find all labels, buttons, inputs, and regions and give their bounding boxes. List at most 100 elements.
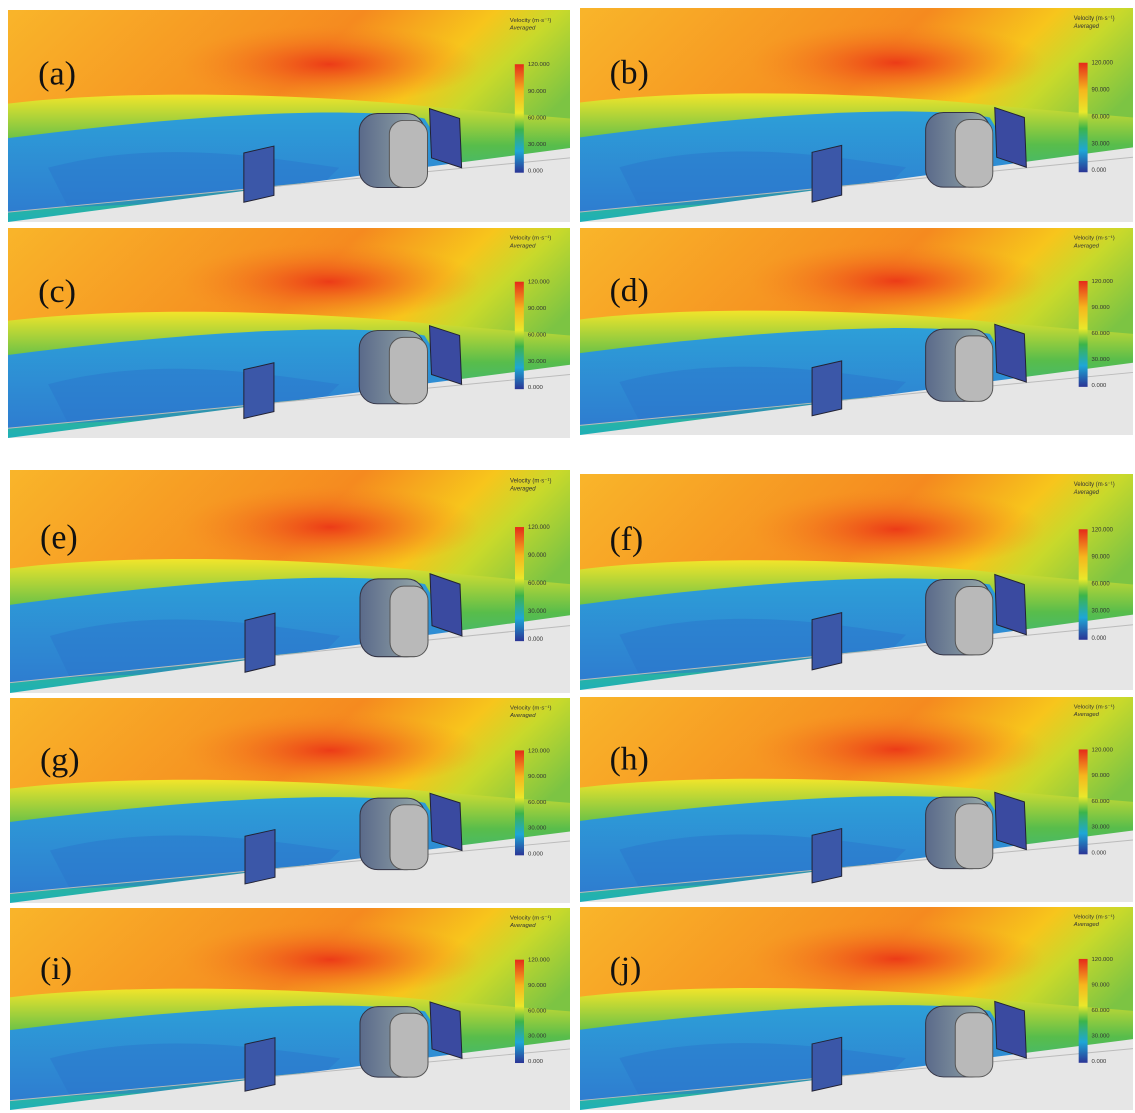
legend-tick: 30.000 bbox=[1092, 141, 1111, 147]
panel: (i) Velocity (m·s⁻¹) Averaged 120.000 90.000… bbox=[10, 908, 570, 1110]
velocity-field bbox=[10, 470, 570, 693]
legend-tick: 30.000 bbox=[528, 359, 547, 365]
legend-tick: 60.000 bbox=[528, 1008, 546, 1014]
legend-tick: 90.000 bbox=[528, 306, 547, 312]
legend-subtitle: Averaged bbox=[509, 923, 536, 929]
legend-tick: 120.000 bbox=[1092, 61, 1114, 67]
legend-tick: 120.000 bbox=[1092, 527, 1114, 533]
legend-subtitle: Averaged bbox=[509, 713, 536, 719]
velocity-field bbox=[580, 8, 1133, 222]
legend-tick: 30.000 bbox=[528, 142, 547, 148]
legend-tick: 60.000 bbox=[528, 800, 547, 806]
legend-tick: 120.000 bbox=[1092, 279, 1114, 285]
legend-tick: 120.000 bbox=[1092, 957, 1113, 963]
legend-tick: 0.000 bbox=[528, 169, 544, 175]
velocity-field bbox=[580, 228, 1133, 435]
panel: (c) Velocity (m·s⁻¹) Averaged 120.000 90.000… bbox=[8, 228, 570, 438]
legend-tick: 0.000 bbox=[1092, 850, 1107, 856]
legend-tick: 120.000 bbox=[528, 280, 550, 286]
legend-title: Velocity (m·s⁻¹) bbox=[1074, 914, 1115, 920]
legend-tick: 90.000 bbox=[1092, 773, 1110, 779]
legend-subtitle: Averaged bbox=[1073, 712, 1100, 718]
legend-tick: 90.000 bbox=[1092, 305, 1111, 311]
velocity-field bbox=[580, 474, 1133, 690]
legend-tick: 90.000 bbox=[1092, 982, 1110, 988]
panel: (e) Velocity (m·s⁻¹) Averaged 120.000 90.000… bbox=[10, 470, 570, 693]
legend-tick: 90.000 bbox=[528, 89, 547, 95]
panel-label: (c) bbox=[38, 273, 76, 309]
legend-title: Velocity (m·s⁻¹) bbox=[510, 706, 552, 712]
legend-tick: 60.000 bbox=[1092, 1008, 1110, 1014]
legend-tick: 0.000 bbox=[1092, 168, 1107, 174]
legend-tick: 30.000 bbox=[1092, 609, 1111, 615]
velocity-field bbox=[580, 697, 1133, 902]
legend-tick: 30.000 bbox=[1092, 1033, 1110, 1039]
legend-tick: 0.000 bbox=[1092, 383, 1108, 389]
panel-label: (e) bbox=[40, 518, 78, 557]
legend-tick: 120.000 bbox=[1092, 747, 1113, 753]
legend-tick: 60.000 bbox=[1092, 331, 1111, 337]
legend-tick: 60.000 bbox=[528, 332, 547, 338]
panel-label: (d) bbox=[610, 272, 649, 309]
panel-label: (a) bbox=[38, 56, 76, 93]
legend-tick: 90.000 bbox=[528, 552, 547, 559]
panel: (g) Velocity (m·s⁻¹)Averaged 120.000 90.000… bbox=[10, 698, 570, 903]
panel-label: (f) bbox=[610, 521, 644, 558]
legend-tick: 60.000 bbox=[528, 115, 547, 121]
panel-label: (g) bbox=[40, 742, 80, 778]
legend-tick: 0.000 bbox=[1092, 1059, 1107, 1065]
velocity-field bbox=[8, 228, 570, 438]
velocity-field bbox=[10, 698, 570, 903]
panel: (h) Velocity (m·s⁻¹)Averaged 120.000 90.000… bbox=[580, 697, 1133, 902]
panel: (a) Velocity (m·s⁻¹) Averaged 120.000 90.000… bbox=[8, 10, 570, 222]
legend-title: Velocity (m·s⁻¹) bbox=[1074, 482, 1115, 488]
legend-tick: 120.000 bbox=[528, 62, 550, 68]
velocity-field bbox=[8, 10, 570, 222]
legend-tick: 120.000 bbox=[528, 958, 550, 964]
panel: (j) Velocity (m·s⁻¹) Averaged 120.000 90.000… bbox=[580, 907, 1133, 1110]
legend-tick: 0.000 bbox=[528, 1059, 543, 1065]
legend-title: Velocity (m·s⁻¹) bbox=[510, 477, 551, 484]
legend-tick: 90.000 bbox=[1092, 88, 1111, 94]
legend-tick: 90.000 bbox=[1092, 554, 1111, 560]
legend-subtitle: Averaged bbox=[1073, 24, 1100, 30]
legend-tick: 30.000 bbox=[1092, 825, 1110, 831]
panel-label: (j) bbox=[610, 951, 642, 986]
legend-tick: 60.000 bbox=[1092, 114, 1111, 120]
legend-tick: 0.000 bbox=[528, 851, 544, 857]
legend-tick: 90.000 bbox=[528, 774, 547, 780]
legend-tick: 60.000 bbox=[528, 580, 547, 587]
legend-title: Velocity (m·s⁻¹) bbox=[510, 18, 552, 24]
legend-title: Velocity (m·s⁻¹) bbox=[1074, 705, 1115, 711]
legend-tick: 60.000 bbox=[1092, 581, 1111, 587]
legend-subtitle: Averaged bbox=[1073, 243, 1100, 249]
panel-label: (b) bbox=[610, 54, 649, 91]
velocity-field bbox=[10, 908, 570, 1110]
legend-tick: 30.000 bbox=[528, 826, 547, 832]
panel: (b) Velocity (m·s⁻¹) Averaged 120.000 90.000… bbox=[580, 8, 1133, 222]
panel: (f) Velocity (m·s⁻¹) Averaged 120.000 90.000… bbox=[580, 474, 1133, 690]
legend-title: Velocity (m·s⁻¹) bbox=[510, 236, 552, 242]
legend-tick: 60.000 bbox=[1092, 799, 1110, 805]
legend-subtitle: Averaged bbox=[1073, 922, 1100, 928]
legend-subtitle: Averaged bbox=[509, 244, 536, 250]
legend-subtitle: Averaged bbox=[509, 486, 536, 493]
legend-subtitle: Averaged bbox=[509, 26, 536, 32]
legend-tick: 90.000 bbox=[528, 983, 546, 989]
legend-subtitle: Averaged bbox=[1073, 490, 1100, 496]
legend-tick: 120.000 bbox=[528, 748, 550, 754]
legend-title: Velocity (m·s⁻¹) bbox=[1074, 236, 1115, 242]
legend-tick: 30.000 bbox=[1092, 357, 1111, 363]
legend-tick: 0.000 bbox=[528, 385, 544, 391]
legend-tick: 30.000 bbox=[528, 1034, 546, 1040]
legend-tick: 120.000 bbox=[528, 524, 550, 531]
legend-tick: 0.000 bbox=[528, 636, 544, 643]
figure: (() => { const data = JSON.parse(documen… bbox=[0, 0, 1135, 1113]
panel-label: (i) bbox=[40, 952, 72, 987]
panel-label: (h) bbox=[610, 742, 649, 777]
legend-tick: 30.000 bbox=[528, 608, 547, 615]
legend-title: Velocity (m·s⁻¹) bbox=[510, 915, 552, 921]
panel: (d) Velocity (m·s⁻¹)Averaged 120.000 90.000… bbox=[580, 228, 1133, 435]
velocity-field bbox=[580, 907, 1133, 1110]
legend-title: Velocity (m·s⁻¹) bbox=[1074, 16, 1115, 22]
